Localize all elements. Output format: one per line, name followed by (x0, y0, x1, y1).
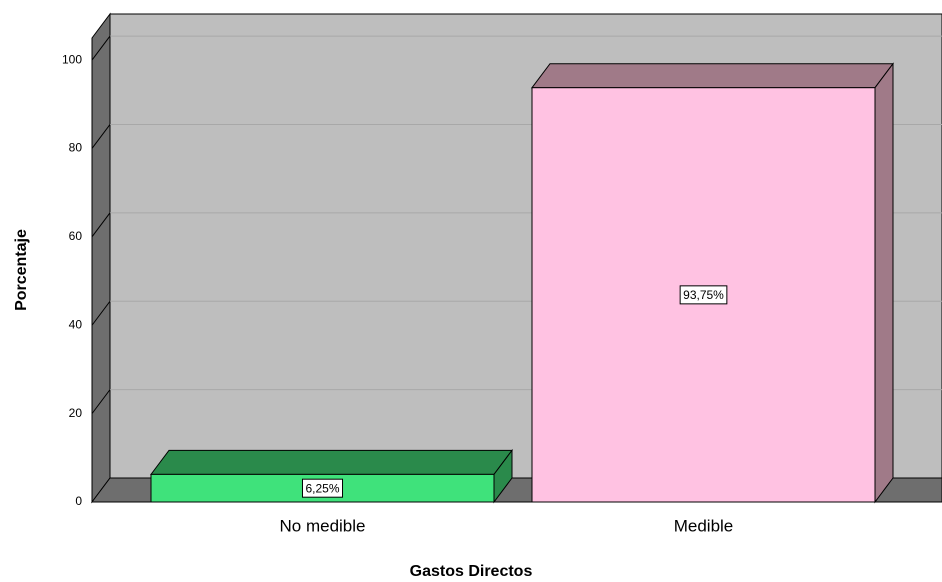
wall-grid-line (91, 389, 111, 414)
x-axis-title: Gastos Directos (410, 563, 533, 580)
y-tick-label: 0 (75, 494, 82, 508)
value-label-box (679, 285, 728, 305)
x-tick-label: No medible (280, 516, 366, 535)
y-tick-label: 20 (69, 406, 83, 420)
bar-top (531, 63, 894, 89)
wall-grid-line (91, 124, 111, 149)
y-tick-label: 40 (69, 317, 83, 331)
y-axis-title: Porcentaje (13, 229, 30, 311)
value-label: 93,75% (683, 288, 724, 302)
left-wall (91, 12, 111, 504)
x-tick-label: Medible (674, 516, 734, 535)
wall-grid-line (91, 35, 111, 61)
y-tick-label: 60 (69, 229, 83, 243)
wall-grid-line (91, 212, 111, 238)
value-label-box (301, 478, 344, 498)
value-label: 6,25% (305, 481, 339, 495)
wall-grid-line (91, 300, 111, 326)
y-tick-label: 80 (69, 141, 83, 155)
bar-side (874, 62, 894, 504)
y-tick-label: 100 (62, 52, 82, 66)
bar-top (150, 449, 513, 475)
